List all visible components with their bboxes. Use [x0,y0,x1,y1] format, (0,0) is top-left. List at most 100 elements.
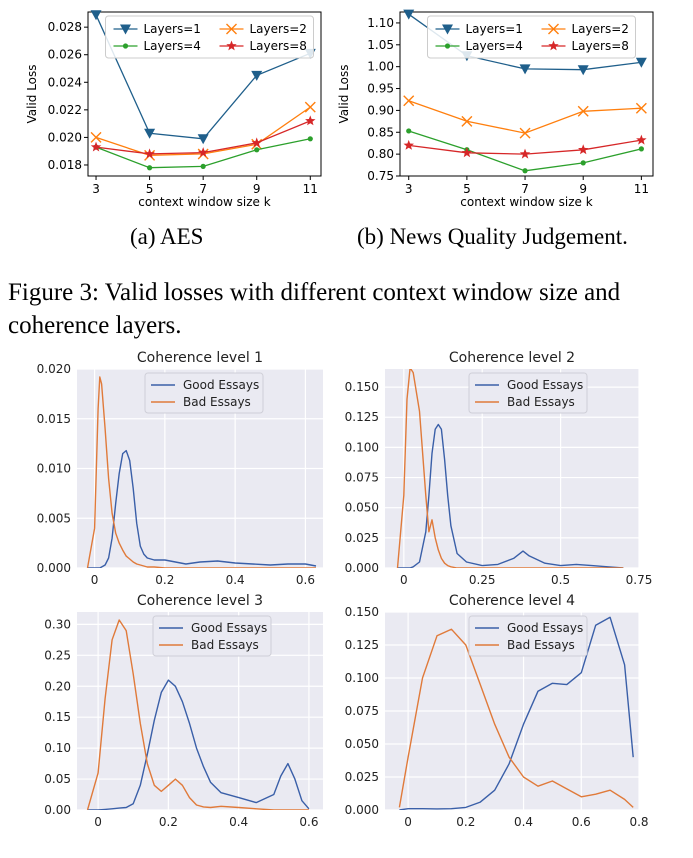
x-tick-label: 0 [400,573,408,587]
y-tick-label: 0.022 [48,103,82,117]
x-tick-label: 5 [463,182,471,196]
data-point [307,136,313,142]
legend-label: Layers=8 [250,39,307,53]
data-point [197,147,209,157]
x-tick-label: 7 [521,182,529,196]
chart-news: 0.75 0.80 0.85 0.90 0.95 1.00 1.05 1.10 3 5 7 9 11 co… [337,9,654,209]
legend-label: Good Essays [507,621,583,635]
data-point [146,165,153,171]
data-point [305,115,316,126]
x-tick-label: 0.8 [629,815,648,829]
x-tick-label: 0.4 [226,573,245,587]
legend-marker [226,23,237,35]
y-tick-label: 0.150 [345,380,379,394]
data-point [403,9,415,20]
x-tick-label: 11 [634,182,649,196]
data-point [522,168,528,174]
y-tick-label: 0.010 [37,462,71,476]
data-point [580,160,586,166]
y-tick-label: 0.000 [345,803,379,817]
density-curve [396,369,624,568]
legend-box [427,15,636,59]
data-point [403,95,415,107]
legend-label: Layers=1 [144,22,201,36]
data-point [90,141,102,152]
y-tick-label: 0.020 [37,362,71,376]
data-point [90,10,102,21]
y-tick-label: 0.100 [345,440,379,454]
density-curve [86,619,309,810]
legend-box [144,372,264,414]
legend-marker [226,40,237,51]
density-curve [397,423,624,568]
legend-label: Layers=1 [466,22,523,36]
y-tick-label: 0.050 [345,501,379,515]
chart-title: Coherence level 1 [137,350,263,366]
density-curve [86,376,316,568]
x-tick-label: 0.6 [296,573,315,587]
y-tick-label: 0.024 [48,75,82,89]
legend-marker [120,24,131,35]
data-point [200,163,206,169]
subfigure-caption-b: (b) News Quality Judgement. [357,224,628,249]
y-tick-label: 1.05 [367,38,394,52]
density-curve [399,616,634,810]
x-tick-label: 0.2 [159,815,178,829]
y-tick-label: 0.020 [48,130,82,144]
y-tick-label: 0.050 [345,737,379,751]
x-tick-label: 0 [404,815,412,829]
y-tick-label: 0.150 [345,605,379,619]
density-curve [87,449,317,568]
y-tick-label: 0.05 [44,772,71,786]
legend-label: Good Essays [507,378,583,392]
y-axis-label: Valid Loss [337,64,351,123]
figure-caption: Figure 3: Valid losses with different co… [8,279,621,339]
data-point [461,147,473,158]
y-tick-label: 0.95 [367,82,394,96]
data-point [144,148,155,159]
x-tick-label: 0.5 [551,573,570,587]
y-tick-label: 0.10 [44,741,71,755]
y-tick-label: 0.30 [44,617,71,631]
legend-box [468,615,588,657]
legend-marker [444,43,451,49]
legend-marker [548,40,559,51]
x-tick-label: 0.6 [572,815,591,829]
legend-marker [122,43,129,49]
legend-label: Bad Essays [191,638,259,652]
chart-coh2: 0.000 0.025 0.050 0.075 0.100 0.125 0.150 0 0.25… [345,350,653,587]
y-tick-label: 0.025 [345,770,379,784]
legend-box [468,372,588,414]
y-tick-label: 1.00 [367,60,394,74]
data-point [403,139,414,150]
x-tick-label: 0.25 [469,573,496,587]
x-tick-label: 11 [303,182,318,196]
chart-title: Coherence level 3 [137,593,263,609]
chart-coh4: 0.000 0.025 0.050 0.075 0.100 0.125 0.150 0 0.2 0… [345,593,649,829]
legend-marker [548,23,559,35]
y-tick-label: 0.100 [345,671,379,685]
y-tick-label: 0.028 [48,20,82,34]
legend-label: Bad Essays [507,395,575,409]
x-tick-label: 9 [579,182,587,196]
y-tick-label: 0.075 [345,471,379,485]
data-point [577,105,589,117]
data-point [578,144,589,155]
data-point [635,57,647,68]
x-tick-label: 0.2 [456,815,475,829]
y-tick-label: 0.125 [345,410,379,424]
legend-label: Layers=4 [466,39,523,53]
y-tick-label: 0.025 [345,531,379,545]
y-tick-label: 0.75 [367,169,394,183]
x-tick-label: 0.4 [514,815,533,829]
legend-label: Good Essays [191,621,267,635]
y-tick-label: 0.015 [37,412,71,426]
legend-label: Layers=4 [144,39,201,53]
x-tick-label: 0.75 [626,573,653,587]
legend-label: Bad Essays [507,638,575,652]
y-tick-label: 0.125 [345,638,379,652]
data-point [90,131,102,143]
chart-title: Coherence level 2 [449,350,575,366]
x-tick-label: 9 [253,182,261,196]
